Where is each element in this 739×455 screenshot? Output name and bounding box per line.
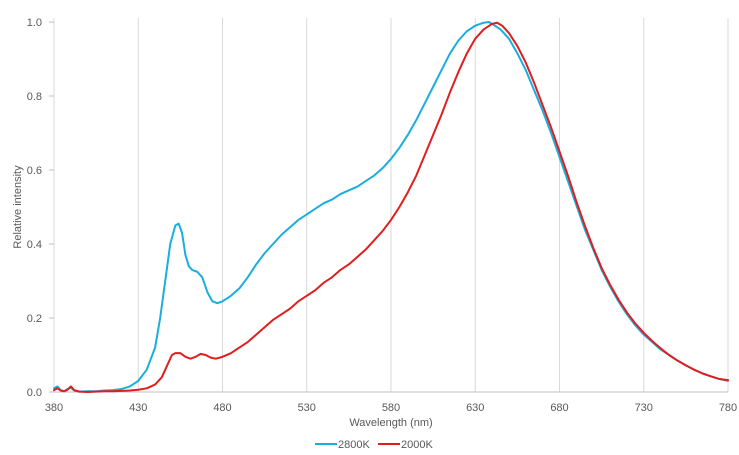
legend-label: 2000K bbox=[401, 439, 433, 451]
x-tick-label: 480 bbox=[213, 402, 231, 414]
y-tick-label: 1.0 bbox=[27, 17, 42, 29]
chart-gridlines bbox=[53, 18, 729, 393]
x-axis-title: Wavelength (nm) bbox=[349, 417, 432, 429]
y-axis-ticks: 0.0 0.2 0.4 0.6 0.8 1.0 bbox=[27, 17, 54, 399]
y-tick-label: 0.4 bbox=[27, 239, 42, 251]
y-tick-label: 0.2 bbox=[27, 313, 42, 325]
x-tick-label: 530 bbox=[298, 402, 316, 414]
y-tick-label: 0.0 bbox=[27, 387, 42, 399]
series-line-2000K bbox=[53, 21, 729, 393]
y-tick-label: 0.6 bbox=[27, 165, 42, 177]
legend-label: 2800K bbox=[338, 439, 370, 451]
x-tick-label: 630 bbox=[466, 402, 484, 414]
x-tick-label: 680 bbox=[550, 402, 568, 414]
x-tick-label: 580 bbox=[382, 402, 400, 414]
x-tick-label: 430 bbox=[129, 402, 147, 414]
y-axis-title: Relative intensity bbox=[12, 165, 24, 249]
chart-legend: 2800K 2000K bbox=[315, 439, 433, 451]
chart-series bbox=[53, 21, 729, 393]
x-tick-label: 730 bbox=[635, 402, 653, 414]
x-axis-ticks: 380 430 480 530 580 630 680 730 780 bbox=[45, 402, 737, 414]
x-tick-label: 380 bbox=[45, 402, 63, 414]
y-tick-label: 0.8 bbox=[27, 91, 42, 103]
x-tick-label: 780 bbox=[719, 402, 737, 414]
